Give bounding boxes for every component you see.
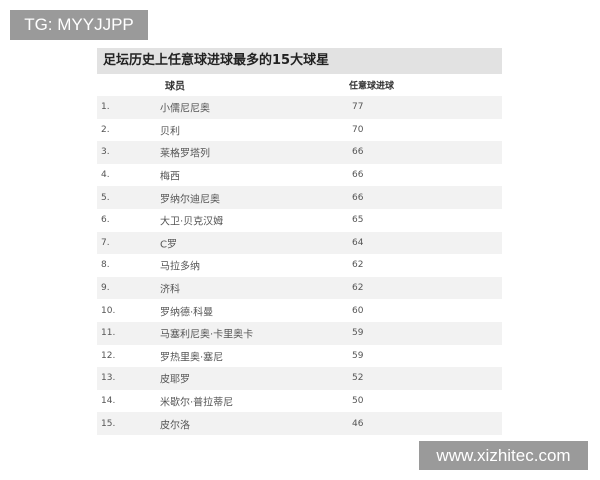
rank-cell: 4. xyxy=(101,170,110,181)
table-row: 9. 济科 62 xyxy=(97,276,502,300)
rank-cell: 2. xyxy=(101,124,110,135)
rank-cell: 9. xyxy=(101,283,110,294)
header-player: 球员 xyxy=(165,81,185,93)
goals-cell: 62 xyxy=(352,283,364,294)
goals-cell: 50 xyxy=(352,396,364,407)
watermark-top-left: TG: MYYJJPP xyxy=(10,10,148,40)
player-cell: 马拉多纳 xyxy=(160,261,200,273)
player-cell: 梅西 xyxy=(160,171,180,183)
table-row: 2. 贝利 70 xyxy=(97,119,502,142)
goals-cell: 70 xyxy=(352,124,364,135)
table-row: 12. 罗热里奥·塞尼 59 xyxy=(97,345,502,368)
player-cell: 米歇尔·普拉蒂尼 xyxy=(160,397,234,409)
player-cell: 罗热里奥·塞尼 xyxy=(160,352,224,364)
table-row: 11. 马塞利尼奥·卡里奥卡 59 xyxy=(97,321,502,345)
watermark-bottom-right: www.xizhitec.com xyxy=(419,441,588,470)
table-row: 7. C罗 64 xyxy=(97,231,502,255)
player-cell: 罗纳尔迪尼奥 xyxy=(160,194,220,206)
rank-cell: 10. xyxy=(101,305,116,316)
rank-cell: 6. xyxy=(101,215,110,226)
rank-cell: 11. xyxy=(101,328,116,339)
table-row: 14. 米歇尔·普拉蒂尼 50 xyxy=(97,390,502,413)
header-goals: 任意球进球 xyxy=(349,81,395,92)
player-cell: 贝利 xyxy=(160,126,180,138)
goals-cell: 59 xyxy=(352,350,364,361)
rank-cell: 12. xyxy=(101,350,116,361)
goals-cell: 59 xyxy=(352,328,364,339)
player-cell: 莱格罗塔列 xyxy=(160,148,210,160)
table-title: 足坛历史上任意球进球最多的15大球星 xyxy=(97,48,502,74)
goals-cell: 62 xyxy=(352,260,364,271)
player-cell: 皮尔洛 xyxy=(160,420,190,432)
rank-cell: 13. xyxy=(101,373,116,384)
goals-cell: 46 xyxy=(352,418,364,429)
goals-cell: 60 xyxy=(352,305,364,316)
goals-cell: 66 xyxy=(352,192,364,203)
goals-cell: 52 xyxy=(352,373,364,384)
free-kick-goals-table: 足坛历史上任意球进球最多的15大球星 球员 任意球进球 1. 小儒尼尼奥 77 2. 贝… xyxy=(97,48,502,435)
player-cell: 济科 xyxy=(160,284,180,296)
table-row: 4. 梅西 66 xyxy=(97,164,502,187)
table-row: 3. 莱格罗塔列 66 xyxy=(97,141,502,164)
rank-cell: 14. xyxy=(101,396,116,407)
table-row: 10. 罗纳德·科曼 60 xyxy=(97,299,502,322)
player-cell: 罗纳德·科曼 xyxy=(160,307,214,319)
goals-cell: 66 xyxy=(352,170,364,181)
table-row: 8. 马拉多纳 62 xyxy=(97,254,502,277)
rank-cell: 5. xyxy=(101,192,110,203)
goals-cell: 64 xyxy=(352,237,364,248)
table-header: 球员 任意球进球 xyxy=(97,74,502,96)
player-cell: 皮耶罗 xyxy=(160,374,190,386)
rank-cell: 8. xyxy=(101,260,110,271)
rank-cell: 15. xyxy=(101,418,116,429)
table-row: 6. 大卫·贝克汉姆 65 xyxy=(97,209,502,232)
player-cell: 小儒尼尼奥 xyxy=(160,103,210,115)
rank-cell: 3. xyxy=(101,147,110,158)
table-row: 1. 小儒尼尼奥 77 xyxy=(97,96,502,119)
player-cell: C罗 xyxy=(160,239,177,251)
goals-cell: 66 xyxy=(352,147,364,158)
table-row: 15. 皮尔洛 46 xyxy=(97,412,502,435)
table-row: 13. 皮耶罗 52 xyxy=(97,367,502,390)
rank-cell: 7. xyxy=(101,237,110,248)
table-row: 5. 罗纳尔迪尼奥 66 xyxy=(97,186,502,209)
rank-cell: 1. xyxy=(101,102,110,113)
goals-cell: 65 xyxy=(352,215,364,226)
player-cell: 大卫·贝克汉姆 xyxy=(160,216,224,228)
player-cell: 马塞利尼奥·卡里奥卡 xyxy=(160,329,254,341)
goals-cell: 77 xyxy=(352,102,364,113)
